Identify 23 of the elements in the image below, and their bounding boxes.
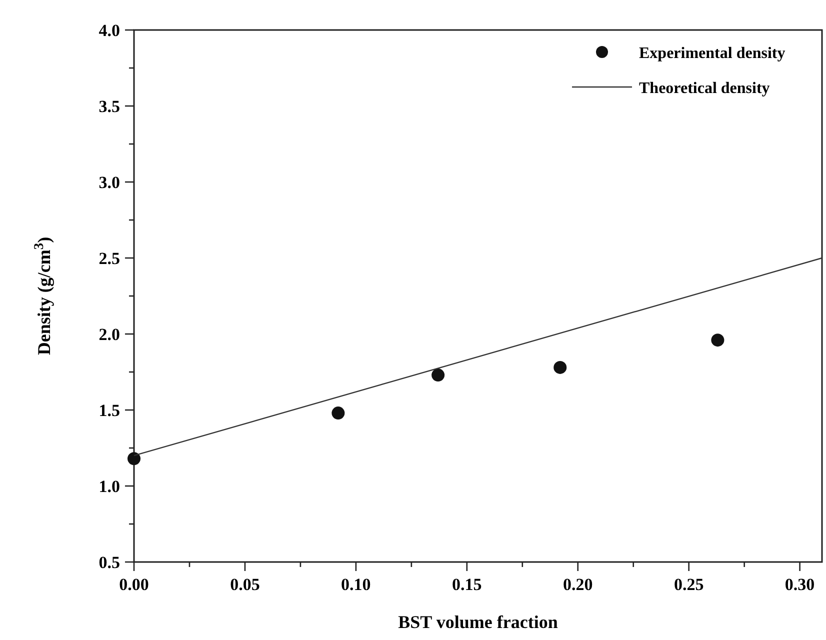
point — [711, 334, 724, 347]
y-tick-label: 4.0 — [98, 21, 120, 40]
y-tick-label: 2.0 — [98, 325, 120, 344]
x-tick-label: 0.20 — [562, 575, 593, 594]
y-tick-label: 1.0 — [98, 477, 120, 496]
x-tick-label: 0.00 — [119, 575, 149, 594]
point — [128, 452, 140, 466]
legend-label: Experimental density — [639, 45, 786, 62]
x-tick-label: 0.15 — [452, 575, 482, 594]
x-tick-label: 0.10 — [341, 575, 371, 594]
y-tick-label: 0.5 — [98, 553, 120, 572]
y-tick-label: 2.5 — [98, 249, 120, 268]
point — [554, 360, 567, 374]
x-tick-label: 0.25 — [674, 575, 704, 594]
y-tick-label: 1.5 — [98, 401, 120, 420]
legend-label: Theoretical density — [639, 80, 770, 97]
y-tick-label: 3.5 — [98, 97, 120, 116]
point — [332, 406, 345, 420]
x-tick-label: 0.30 — [784, 575, 815, 594]
x-axis-title: BST volume fraction — [398, 612, 558, 632]
point — [432, 368, 445, 382]
y-tick-label: 3.0 — [98, 173, 120, 192]
x-tick-label: 0.05 — [230, 575, 260, 594]
